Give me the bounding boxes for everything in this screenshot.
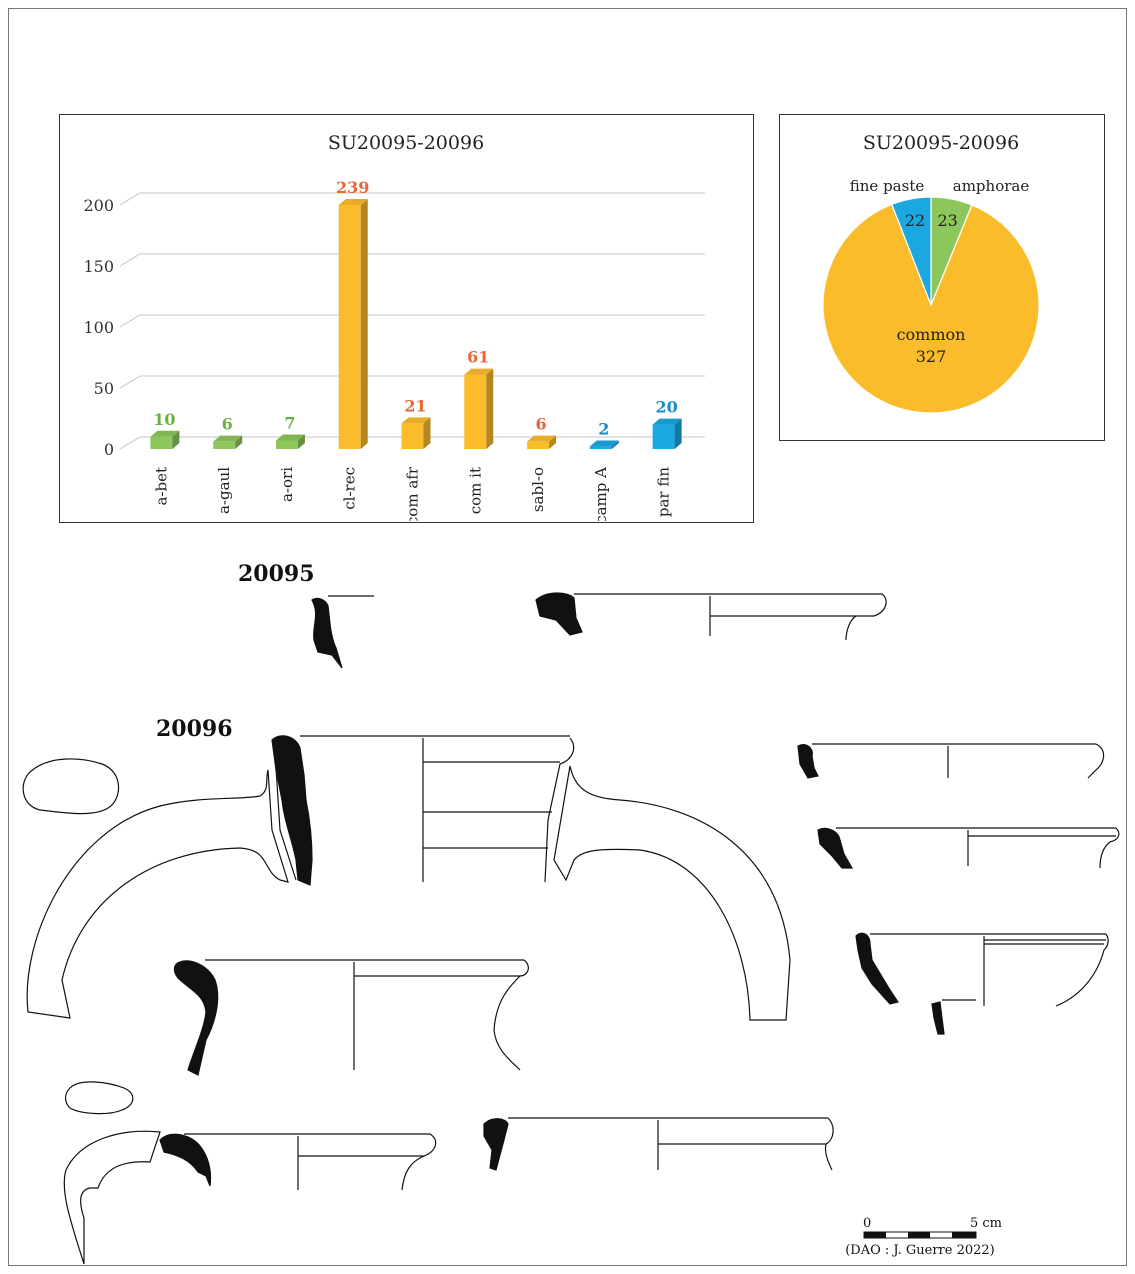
profile-20096-bowl-3: [856, 933, 1108, 1006]
scale-zero-label: 0: [863, 1216, 871, 1231]
profile-20096-bowl-1: [798, 744, 1104, 778]
profile-20096-jar: [174, 960, 528, 1075]
profile-20095-a: [312, 596, 374, 668]
profile-20096-jug: [64, 1082, 435, 1264]
profile-20095-b: [536, 593, 886, 640]
scale-bar: 0 5 cm (DAO : J. Guerre 2022): [845, 1216, 1002, 1258]
profile-20096-bowl-2: [818, 828, 1119, 868]
profile-20096-amphora: [23, 736, 790, 1020]
profile-20096-rim-bottom: [484, 1118, 833, 1170]
drawing-credit: (DAO : J. Guerre 2022): [845, 1243, 995, 1258]
profile-20096-fragment: [932, 1000, 976, 1034]
scale-max-label: 5 cm: [970, 1216, 1002, 1231]
